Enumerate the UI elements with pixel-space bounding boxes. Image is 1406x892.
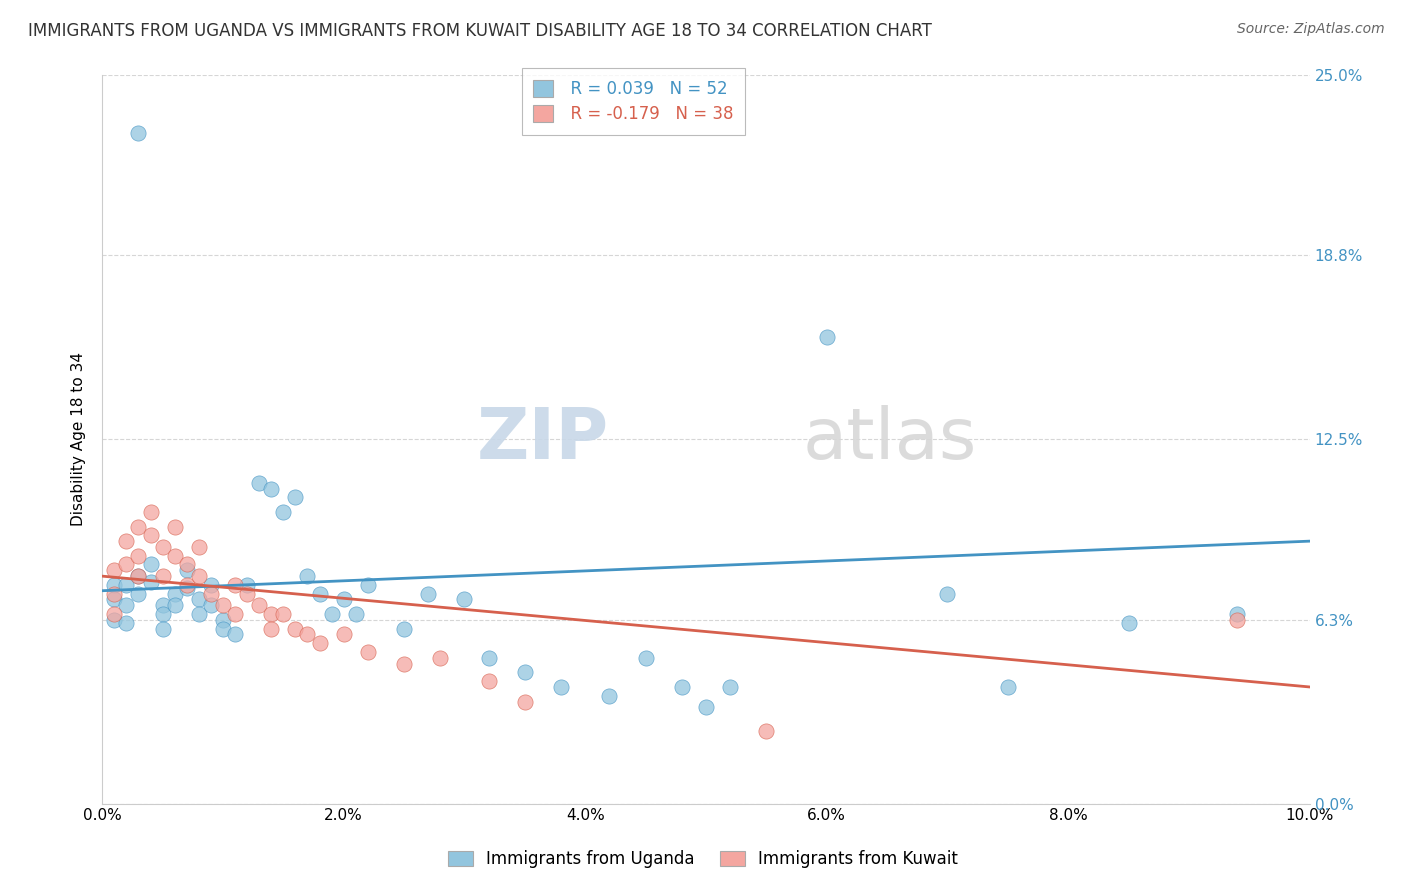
Point [224,578,246,592]
Point [513,665,536,680]
Point [187,569,209,583]
Point [103,592,125,607]
Point [176,581,198,595]
Point [139,505,162,519]
Text: atlas: atlas [803,405,977,474]
Point [152,622,174,636]
Point [284,491,307,505]
Point [127,519,149,533]
Point [163,519,186,533]
Point [695,700,717,714]
Point [332,592,354,607]
Point [478,674,501,689]
Point [115,578,138,592]
Point [152,540,174,554]
Point [718,680,741,694]
Point [103,613,125,627]
Point [1118,615,1140,630]
Point [284,622,307,636]
Point [103,587,125,601]
Point [187,592,209,607]
Point [392,657,415,671]
Point [115,558,138,572]
Point [997,680,1019,694]
Point [127,569,149,583]
Point [357,645,380,659]
Point [212,599,235,613]
Point [127,587,149,601]
Point [236,578,259,592]
Point [308,587,330,601]
Point [187,540,209,554]
Point [163,549,186,563]
Point [273,505,295,519]
Point [200,587,222,601]
Point [453,592,475,607]
Point [152,599,174,613]
Point [815,330,838,344]
Point [392,622,415,636]
Point [163,587,186,601]
Point [1226,613,1249,627]
Point [176,578,198,592]
Point [115,615,138,630]
Point [212,613,235,627]
Point [103,578,125,592]
Point [297,569,319,583]
Point [550,680,572,694]
Point [115,599,138,613]
Point [115,534,138,549]
Point [176,558,198,572]
Point [200,599,222,613]
Point [163,599,186,613]
Point [224,607,246,621]
Text: IMMIGRANTS FROM UGANDA VS IMMIGRANTS FROM KUWAIT DISABILITY AGE 18 TO 34 CORRELA: IMMIGRANTS FROM UGANDA VS IMMIGRANTS FRO… [28,22,932,40]
Point [513,694,536,708]
Point [260,607,283,621]
Point [200,578,222,592]
Point [321,607,343,621]
Point [187,607,209,621]
Point [332,627,354,641]
Point [634,650,657,665]
Point [357,578,380,592]
Point [139,558,162,572]
Point [418,587,440,601]
Legend:   R = 0.039   N = 52,   R = -0.179   N = 38: R = 0.039 N = 52, R = -0.179 N = 38 [522,69,745,135]
Point [936,587,959,601]
Point [344,607,367,621]
Point [139,574,162,589]
Point [598,689,620,703]
Legend: Immigrants from Uganda, Immigrants from Kuwait: Immigrants from Uganda, Immigrants from … [441,844,965,875]
Point [478,650,501,665]
Point [273,607,295,621]
Point [127,569,149,583]
Point [152,607,174,621]
Point [139,528,162,542]
Point [176,563,198,577]
Point [429,650,451,665]
Point [127,126,149,140]
Point [671,680,693,694]
Y-axis label: Disability Age 18 to 34: Disability Age 18 to 34 [72,352,86,526]
Point [247,599,270,613]
Point [1226,607,1249,621]
Point [212,622,235,636]
Point [308,636,330,650]
Point [152,569,174,583]
Point [127,549,149,563]
Point [224,627,246,641]
Point [236,587,259,601]
Point [103,563,125,577]
Point [755,723,778,738]
Point [260,622,283,636]
Point [103,607,125,621]
Point [247,475,270,490]
Point [260,482,283,496]
Text: Source: ZipAtlas.com: Source: ZipAtlas.com [1237,22,1385,37]
Point [297,627,319,641]
Text: ZIP: ZIP [477,405,609,474]
